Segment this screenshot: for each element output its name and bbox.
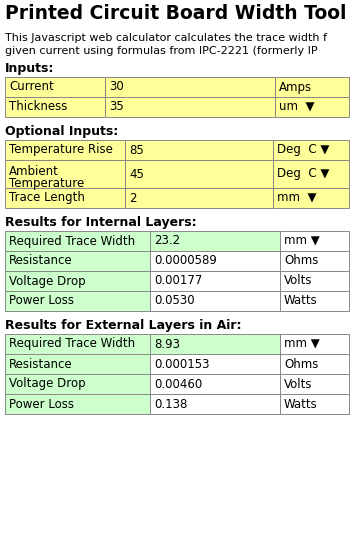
Text: Voltage Drop: Voltage Drop (9, 275, 86, 287)
Bar (273, 160, 349, 188)
Bar (5, 374, 150, 394)
Text: Optional Inputs:: Optional Inputs: (5, 125, 118, 138)
Bar (5, 77, 105, 97)
Text: 85: 85 (129, 144, 144, 157)
Bar (150, 334, 280, 354)
Text: Required Trace Width: Required Trace Width (9, 337, 135, 350)
Text: 0.138: 0.138 (154, 398, 187, 411)
Bar (280, 394, 349, 414)
Bar (5, 271, 150, 291)
Bar (5, 231, 150, 251)
Text: Resistance: Resistance (9, 357, 73, 370)
Bar (5, 188, 125, 208)
Text: Watts: Watts (284, 398, 318, 411)
Text: 0.00177: 0.00177 (154, 275, 202, 287)
Bar (105, 97, 275, 117)
Text: Resistance: Resistance (9, 255, 73, 268)
Bar (5, 354, 150, 374)
Bar (5, 291, 150, 311)
Text: 0.00460: 0.00460 (154, 378, 202, 391)
Text: Required Trace Width: Required Trace Width (9, 234, 135, 248)
Text: mm ▼: mm ▼ (284, 234, 320, 248)
Text: Ambient: Ambient (9, 165, 59, 178)
Bar (5, 140, 125, 160)
Bar (150, 231, 280, 251)
Text: um  ▼: um ▼ (279, 101, 315, 114)
Text: 8.93: 8.93 (154, 337, 180, 350)
Text: mm ▼: mm ▼ (284, 337, 320, 350)
Bar (5, 334, 150, 354)
Text: Power Loss: Power Loss (9, 294, 74, 307)
Bar (280, 374, 349, 394)
Text: 0.0530: 0.0530 (154, 294, 195, 307)
Text: Volts: Volts (284, 275, 312, 287)
Text: Volts: Volts (284, 378, 312, 391)
Bar (150, 354, 280, 374)
Text: Temperature Rise: Temperature Rise (9, 144, 113, 157)
Bar (280, 271, 349, 291)
Text: mm  ▼: mm ▼ (277, 191, 317, 205)
Bar (125, 188, 273, 208)
Bar (275, 97, 349, 117)
Text: Results for External Layers in Air:: Results for External Layers in Air: (5, 319, 241, 332)
Text: 0.0000589: 0.0000589 (154, 255, 217, 268)
Bar (5, 394, 150, 414)
Bar (5, 160, 125, 188)
Text: Temperature: Temperature (9, 177, 84, 190)
Text: This Javascript web calculator calculates the trace width f: This Javascript web calculator calculate… (5, 33, 327, 43)
Text: Thickness: Thickness (9, 101, 67, 114)
Text: Ohms: Ohms (284, 357, 318, 370)
Bar (273, 140, 349, 160)
Text: Current: Current (9, 81, 54, 94)
Text: Results for Internal Layers:: Results for Internal Layers: (5, 216, 197, 229)
Text: given current using formulas from IPC-2221 (formerly IP: given current using formulas from IPC-22… (5, 46, 318, 56)
Text: 35: 35 (109, 101, 124, 114)
Text: 30: 30 (109, 81, 124, 94)
Text: 0.000153: 0.000153 (154, 357, 209, 370)
Text: 23.2: 23.2 (154, 234, 180, 248)
Bar (125, 160, 273, 188)
Text: Printed Circuit Board Width Tool: Printed Circuit Board Width Tool (5, 4, 346, 23)
Bar (5, 97, 105, 117)
Bar (280, 334, 349, 354)
Bar (150, 394, 280, 414)
Text: Power Loss: Power Loss (9, 398, 74, 411)
Text: Ohms: Ohms (284, 255, 318, 268)
Text: Watts: Watts (284, 294, 318, 307)
Bar (280, 231, 349, 251)
Text: Inputs:: Inputs: (5, 62, 54, 75)
Bar (150, 271, 280, 291)
Bar (275, 77, 349, 97)
Text: Deg  C ▼: Deg C ▼ (277, 144, 329, 157)
Bar (105, 77, 275, 97)
Text: 2: 2 (129, 191, 137, 205)
Bar (280, 251, 349, 271)
Text: Deg  C ▼: Deg C ▼ (277, 168, 329, 181)
Text: Amps: Amps (279, 81, 312, 94)
Bar (125, 140, 273, 160)
Bar (5, 251, 150, 271)
Text: 45: 45 (129, 168, 144, 181)
Bar (280, 354, 349, 374)
Bar (273, 188, 349, 208)
Text: Trace Length: Trace Length (9, 191, 85, 205)
Text: Voltage Drop: Voltage Drop (9, 378, 86, 391)
Bar (150, 251, 280, 271)
Bar (150, 374, 280, 394)
Bar (150, 291, 280, 311)
Bar (280, 291, 349, 311)
